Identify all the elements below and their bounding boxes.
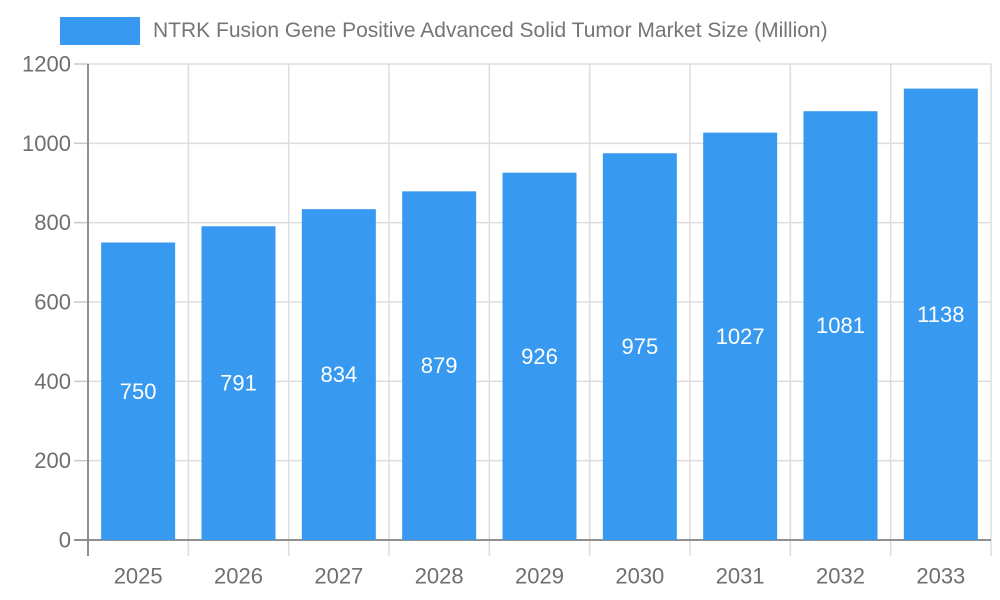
bar-value-label: 750 [120,379,157,404]
x-tick-label: 2025 [114,564,163,589]
x-tick-label: 2033 [916,564,965,589]
y-tick-label: 800 [34,210,71,235]
bar-value-label: 1027 [716,324,765,349]
x-tick-label: 2028 [415,564,464,589]
x-tick-label: 2027 [314,564,363,589]
y-tick-label: 1200 [22,52,71,77]
y-tick-label: 600 [34,290,71,315]
legend: NTRK Fusion Gene Positive Advanced Solid… [60,17,828,45]
bar-value-label: 926 [521,344,558,369]
y-tick-label: 1000 [22,131,71,156]
x-tick-label: 2030 [615,564,664,589]
legend-swatch [60,17,140,45]
bar-value-label: 791 [220,371,257,396]
x-tick-label: 2026 [214,564,263,589]
bar [903,88,978,541]
bar [101,242,176,540]
bar-value-label: 1138 [917,302,964,327]
x-tick-label: 2031 [716,564,765,589]
bar [402,191,477,540]
bar [301,209,376,540]
x-tick-label: 2032 [816,564,865,589]
legend-label: NTRK Fusion Gene Positive Advanced Solid… [153,19,828,42]
x-tick-label: 2029 [515,564,564,589]
bar [703,132,778,540]
bar-value-label: 1081 [816,313,865,338]
bar-value-label: 879 [421,353,458,378]
y-tick-label: 0 [59,528,71,553]
y-tick-label: 400 [34,369,71,394]
bar-value-label: 834 [320,362,357,387]
bar [201,226,276,540]
bar-value-label: 975 [621,334,658,359]
y-tick-label: 200 [34,448,71,473]
bar [502,172,577,541]
bar [803,111,878,540]
bar [602,153,677,540]
